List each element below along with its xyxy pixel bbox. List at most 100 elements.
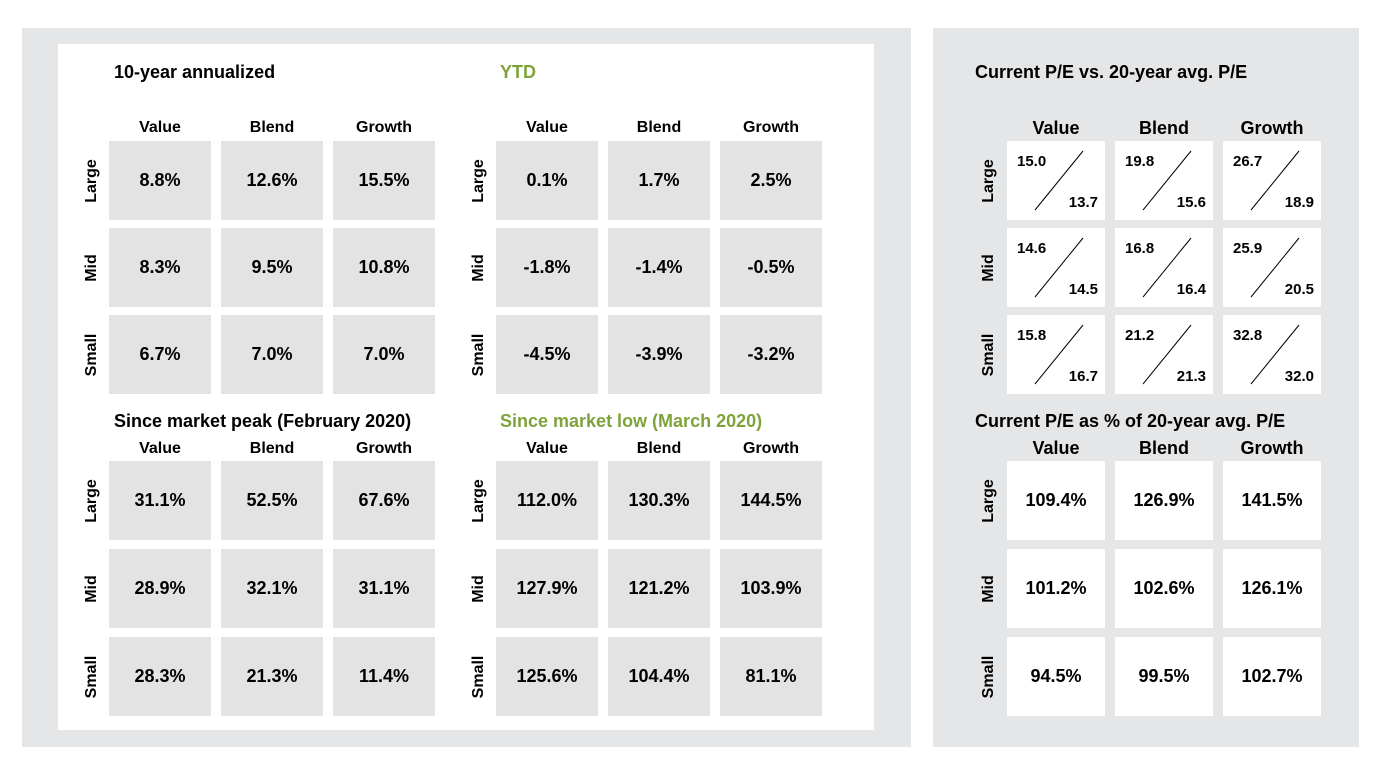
since-market-peak-february-2020-cell: 52.5% [221,461,323,540]
current-p-e-vs-20-year-avg-p-e-cell: 15.8 16.7 [1007,315,1105,394]
current-p-e-as-of-20-year-avg-p-e-cell: 94.5% [1007,637,1105,716]
since-market-peak-february-2020-col-value: Value [139,440,181,457]
current-p-e-as-of-20-year-avg-p-e-col-value: Value [1032,438,1080,458]
diagonal-divider [1034,324,1084,385]
ytd-cell: -1.4% [608,228,710,307]
current-p-e-as-of-20-year-avg-p-e-cell: 102.7% [1223,637,1321,716]
current-p-e-as-of-20-year-avg-p-e-cell: 109.4% [1007,461,1105,540]
average-pe-value: 18.9 [1284,194,1314,211]
current-p-e-vs-20-year-avg-p-e-cell: 19.8 15.6 [1115,141,1213,220]
current-p-e-as-of-20-year-avg-p-e-col-blend: Blend [1138,438,1189,458]
current-p-e-vs-20-year-avg-p-e-cell: 21.2 21.3 [1115,315,1213,394]
current-p-e-vs-20-year-avg-p-e-row-large: Large [980,158,997,203]
current-p-e-as-of-20-year-avg-p-e-cell: 99.5% [1115,637,1213,716]
10-year-annualized-col-value: Value [139,119,181,136]
diagonal-divider [1250,150,1300,211]
current-pe-value: 25.9 [1233,240,1263,257]
average-pe-value: 13.7 [1068,194,1098,211]
average-pe-value: 20.5 [1284,281,1314,298]
since-market-peak-february-2020-row-small: Small [83,655,100,698]
ytd-cell: -4.5% [496,315,598,394]
current-p-e-as-of-20-year-avg-p-e-cell: 102.6% [1115,549,1213,628]
diagonal-divider [1142,237,1192,298]
diagonal-divider [1034,237,1084,298]
current-p-e-as-of-20-year-avg-p-e-cell: 126.9% [1115,461,1213,540]
10-year-annualized-cell: 7.0% [221,315,323,394]
10-year-annualized-row-mid: Mid [83,253,100,282]
average-pe-value: 15.6 [1176,194,1206,211]
10-year-annualized-cell: 15.5% [333,141,435,220]
10-year-annualized-cell: 8.8% [109,141,211,220]
ytd-col-blend: Blend [636,119,682,136]
ytd-cell: -3.2% [720,315,822,394]
since-market-low-march-2020-cell: 104.4% [608,637,710,716]
ytd-cell: -3.9% [608,315,710,394]
since-market-low-march-2020-row-mid: Mid [470,574,487,603]
current-p-e-vs-20-year-avg-p-e-title: Current P/E vs. 20-year avg. P/E [975,62,1248,82]
since-market-peak-february-2020-cell: 32.1% [221,549,323,628]
current-p-e-as-of-20-year-avg-p-e-cell: 141.5% [1223,461,1321,540]
10-year-annualized-cell: 9.5% [221,228,323,307]
10-year-annualized-title: 10-year annualized [114,62,276,82]
diagonal-divider [1142,150,1192,211]
ytd-cell: 2.5% [720,141,822,220]
current-pe-value: 26.7 [1233,153,1263,170]
10-year-annualized-col-blend: Blend [249,119,295,136]
average-pe-value: 16.4 [1176,281,1206,298]
ytd-title: YTD [500,62,536,82]
current-p-e-vs-20-year-avg-p-e-cell: 25.9 20.5 [1223,228,1321,307]
current-pe-value: 32.8 [1233,327,1263,344]
since-market-peak-february-2020-col-blend: Blend [249,440,295,457]
current-pe-value: 19.8 [1125,153,1155,170]
10-year-annualized-col-growth: Growth [356,119,412,136]
since-market-peak-february-2020-cell: 21.3% [221,637,323,716]
ytd-cell: 1.7% [608,141,710,220]
since-market-peak-february-2020-cell: 67.6% [333,461,435,540]
current-pe-value: 14.6 [1017,240,1047,257]
current-p-e-vs-20-year-avg-p-e-col-growth: Growth [1240,118,1304,138]
ytd-row-small: Small [470,333,487,376]
ytd-col-growth: Growth [743,119,799,136]
since-market-low-march-2020-cell: 130.3% [608,461,710,540]
since-market-low-march-2020-col-growth: Growth [743,440,799,457]
since-market-peak-february-2020-cell: 31.1% [109,461,211,540]
current-p-e-vs-20-year-avg-p-e-cell: 32.8 32.0 [1223,315,1321,394]
10-year-annualized-cell: 12.6% [221,141,323,220]
since-market-low-march-2020-cell: 127.9% [496,549,598,628]
current-p-e-as-of-20-year-avg-p-e-col-growth: Growth [1240,438,1304,458]
ytd-row-mid: Mid [470,253,487,282]
since-market-peak-february-2020-cell: 11.4% [333,637,435,716]
current-p-e-as-of-20-year-avg-p-e-cell: 126.1% [1223,549,1321,628]
current-p-e-as-of-20-year-avg-p-e-row-large: Large [980,478,997,523]
10-year-annualized-row-large: Large [83,158,100,203]
current-p-e-vs-20-year-avg-p-e-col-blend: Blend [1138,118,1189,138]
since-market-low-march-2020-title: Since market low (March 2020) [500,411,763,431]
average-pe-value: 16.7 [1068,368,1098,385]
since-market-peak-february-2020-title: Since market peak (February 2020) [114,411,412,431]
average-pe-value: 14.5 [1068,281,1098,298]
average-pe-value: 21.3 [1176,368,1206,385]
current-pe-value: 15.0 [1017,153,1047,170]
since-market-peak-february-2020-row-large: Large [83,478,100,523]
current-p-e-as-of-20-year-avg-p-e-row-mid: Mid [980,574,997,603]
since-market-low-march-2020-col-value: Value [526,440,568,457]
ytd-row-large: Large [470,158,487,203]
current-pe-value: 15.8 [1017,327,1047,344]
since-market-low-march-2020-row-large: Large [470,478,487,523]
current-p-e-vs-20-year-avg-p-e-cell: 26.7 18.9 [1223,141,1321,220]
since-market-low-march-2020-col-blend: Blend [636,440,682,457]
ytd-cell: -1.8% [496,228,598,307]
10-year-annualized-cell: 8.3% [109,228,211,307]
since-market-low-march-2020-cell: 112.0% [496,461,598,540]
ytd-cell: 0.1% [496,141,598,220]
10-year-annualized-cell: 10.8% [333,228,435,307]
current-p-e-vs-20-year-avg-p-e-cell: 14.6 14.5 [1007,228,1105,307]
diagonal-divider [1142,324,1192,385]
10-year-annualized-cell: 6.7% [109,315,211,394]
current-pe-value: 16.8 [1125,240,1155,257]
diagonal-divider [1250,237,1300,298]
diagonal-divider [1250,324,1300,385]
since-market-peak-february-2020-col-growth: Growth [356,440,412,457]
since-market-peak-february-2020-cell: 28.9% [109,549,211,628]
current-p-e-as-of-20-year-avg-p-e-title: Current P/E as % of 20-year avg. P/E [975,411,1286,431]
